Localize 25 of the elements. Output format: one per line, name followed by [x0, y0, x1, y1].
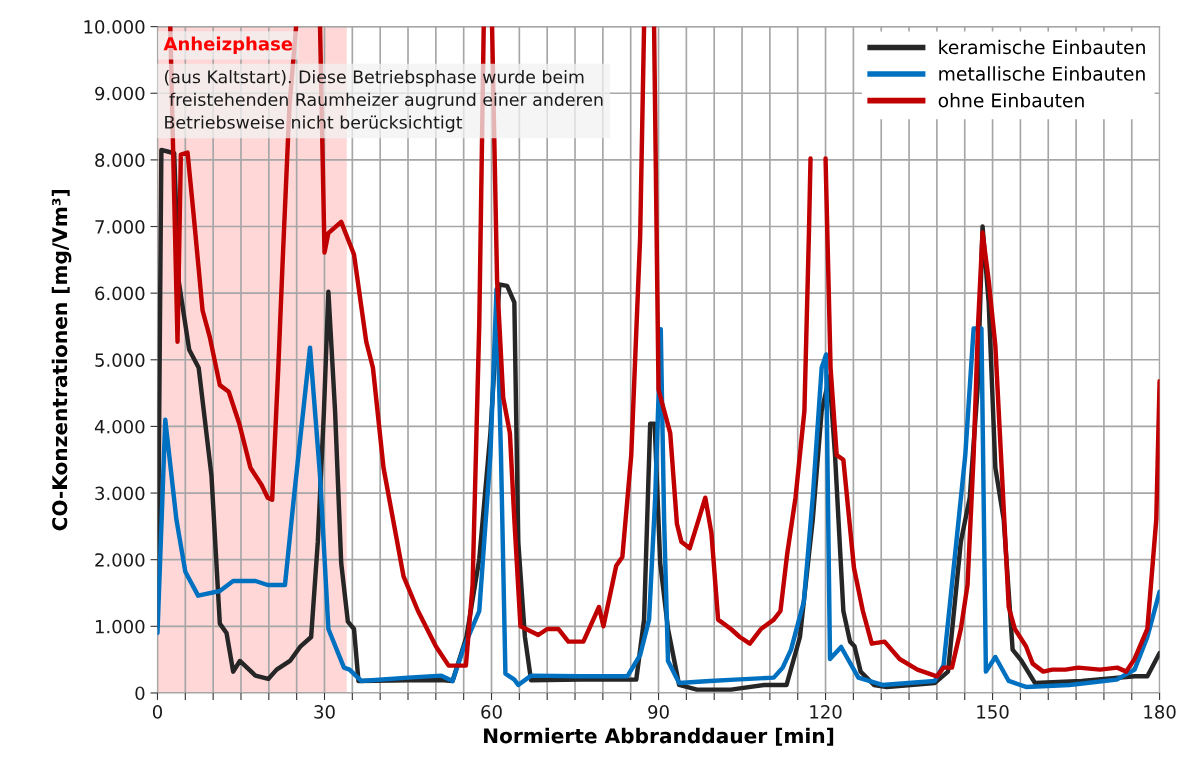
legend-label: keramische Einbauten — [939, 39, 1145, 55]
y-tick-label: 3.000 — [95, 486, 145, 501]
y-tick-label: 8.000 — [95, 153, 145, 168]
x-tick-label: 150 — [977, 705, 1009, 719]
y-tick-label: 6.000 — [95, 286, 145, 301]
y-tick-label: 10.000 — [84, 20, 145, 34]
x-tick-label: 60 — [481, 705, 502, 719]
x-axis-title: Normierte Abbranddauer [min] — [484, 727, 834, 746]
y-axis-title: CO-Konzentrationen [mg/Vm³] — [51, 189, 72, 531]
y-tick-label: 5.000 — [95, 353, 145, 367]
y-tick-label: 4.000 — [94, 419, 145, 434]
x-tick-label: 120 — [810, 705, 842, 719]
y-tick-label: 7.000 — [95, 219, 145, 234]
y-tick-label: 2.000 — [95, 553, 145, 567]
x-tick-label: 180 — [1144, 705, 1176, 719]
y-tick-label: 0 — [135, 686, 145, 701]
annotation: (aus Kaltstart). Diese Betriebsphase wurde beim freistehenden Raumheizer augrund einer anderen Betriebsweise nicht berücksichtigt — [164, 69, 603, 133]
legend-label: ohne Einbauten — [938, 92, 1084, 108]
legend-label: metallische Einbauten — [939, 66, 1145, 81]
x-tick-label: 90 — [648, 705, 669, 719]
x-tick-label: 0 — [152, 705, 163, 719]
y-tick-label: 9.000 — [95, 86, 145, 101]
y-tick-label: 1.000 — [95, 619, 145, 634]
band-label: Anheizphase — [163, 36, 293, 55]
x-tick-label: 30 — [314, 705, 335, 719]
